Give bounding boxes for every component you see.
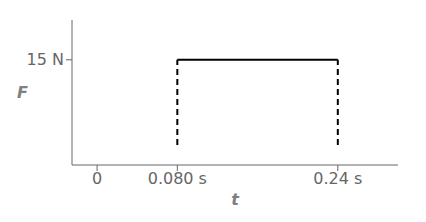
svg-text:t: t [231, 190, 240, 209]
svg-text:F: F [17, 83, 28, 102]
svg-text:0.24 s: 0.24 s [313, 169, 362, 188]
svg-text:15 N: 15 N [27, 50, 64, 69]
svg-text:0.080 s: 0.080 s [148, 169, 207, 188]
svg-text:0: 0 [92, 169, 102, 188]
